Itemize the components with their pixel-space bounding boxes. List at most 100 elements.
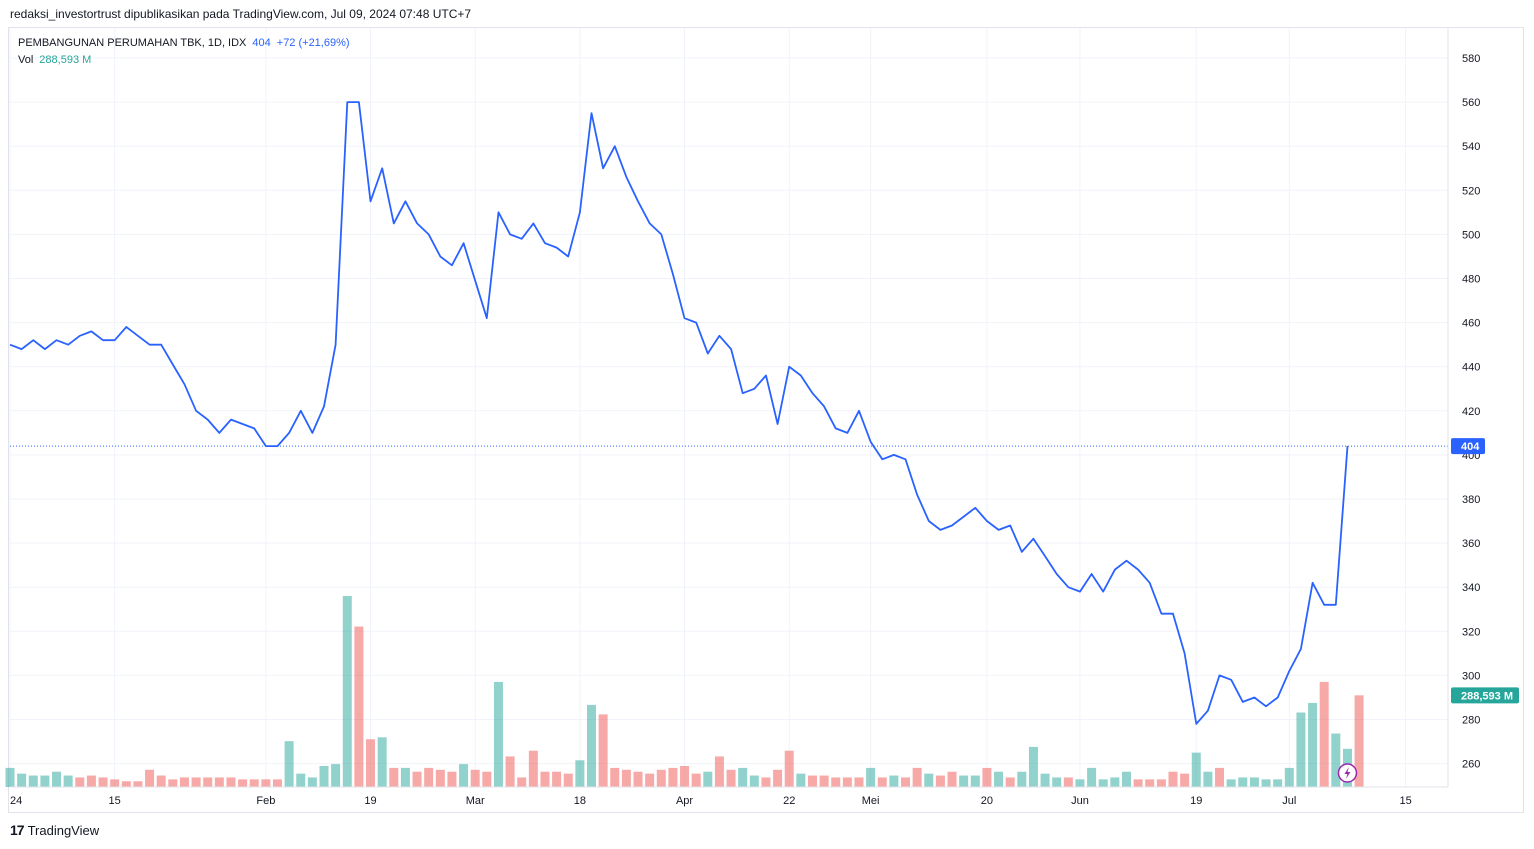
volume-bar xyxy=(1040,773,1050,787)
tradingview-logo-icon: 17 xyxy=(10,822,25,838)
last-volume-badge xyxy=(1451,687,1519,704)
volume-bar xyxy=(470,769,480,787)
brand-name: TradingView xyxy=(27,822,100,838)
bolt-icon xyxy=(1344,767,1351,779)
volume-bar xyxy=(1273,779,1283,787)
volume-bar xyxy=(761,777,771,787)
volume-bar xyxy=(459,764,469,787)
volume-bar xyxy=(540,771,550,787)
volume-bar xyxy=(191,777,201,787)
volume-bar xyxy=(1145,779,1155,787)
volume-bar xyxy=(133,781,143,787)
footer-brand[interactable]: 17 TradingView xyxy=(10,822,99,838)
time-tick-label: 20 xyxy=(981,795,993,807)
volume-bar xyxy=(1087,767,1097,787)
volume-bar xyxy=(226,777,236,787)
price-tick-label: 360 xyxy=(1462,538,1480,550)
volume-bar xyxy=(5,767,15,787)
volume-bar xyxy=(1110,777,1120,787)
last-volume-badge-label: 288,593 M xyxy=(1461,690,1513,702)
volume-bar xyxy=(52,771,62,787)
volume-bar xyxy=(447,771,457,787)
price-line-group xyxy=(9,101,1448,725)
volume-bar xyxy=(249,779,259,787)
time-tick-label: Apr xyxy=(676,795,693,807)
last-price: 404 xyxy=(252,37,271,49)
volume-bar xyxy=(1098,779,1108,787)
volume-bar xyxy=(970,775,980,787)
volume-bar xyxy=(284,741,294,787)
publish-info: redaksi_investortrust dipublikasikan pad… xyxy=(10,7,472,21)
volume-bar xyxy=(796,773,806,787)
volume-bar xyxy=(63,775,73,787)
volume-bar xyxy=(1308,702,1318,787)
volume-bar xyxy=(389,767,399,787)
volume-bar xyxy=(773,769,783,787)
time-axis: 24 15 Feb 19 Mar 18 Apr 22 Mei 20 Jun 19 Jul 15 xyxy=(10,786,1448,807)
price-tick-label: 300 xyxy=(1462,670,1480,682)
price-change: +72 (+21,69%) xyxy=(276,37,350,49)
volume-bar xyxy=(1249,777,1259,787)
volume-bar xyxy=(703,771,713,787)
price-tick-label: 380 xyxy=(1462,494,1480,506)
volume-bar xyxy=(680,765,690,787)
volume-bar xyxy=(121,781,131,787)
price-tick-label: 520 xyxy=(1462,185,1480,197)
price-tick-label: 280 xyxy=(1462,715,1480,727)
volume-bar xyxy=(889,775,899,787)
volume-bar xyxy=(656,769,666,787)
price-tick-label: 560 xyxy=(1462,97,1480,109)
grid xyxy=(9,28,1448,787)
chart-legend: PEMBANGUNAN PERUMAHAN TBK, 1D, IDX 404 +72… xyxy=(18,35,356,69)
price-tick-label: 500 xyxy=(1462,229,1480,241)
volume-bar xyxy=(587,704,596,787)
volume-bar xyxy=(1203,771,1213,787)
price-tick-label: 340 xyxy=(1462,582,1480,594)
volume-bar xyxy=(435,769,445,787)
price-axis: 5805605405205004804604404204003803603403… xyxy=(1447,28,1480,787)
axis-markers: 404 288,593 M xyxy=(1337,438,1519,783)
price-tick-label: 540 xyxy=(1462,141,1480,153)
volume-bar xyxy=(342,596,352,787)
volume-bar xyxy=(110,779,120,787)
volume-bar xyxy=(749,775,759,787)
symbol-title[interactable]: PEMBANGUNAN PERUMAHAN TBK, 1D, IDX xyxy=(18,37,247,49)
volume-bar xyxy=(610,767,620,787)
volume-bar xyxy=(819,775,829,787)
volume-bar xyxy=(1191,752,1201,787)
volume-bar xyxy=(633,771,643,787)
volume-bar xyxy=(668,767,678,787)
price-tick-label: 480 xyxy=(1462,274,1480,286)
volume-bar xyxy=(947,771,957,787)
price-line xyxy=(9,101,1349,725)
volume-bar xyxy=(1261,779,1271,787)
volume-bar xyxy=(1005,777,1015,787)
volume-value: 288,593 M xyxy=(39,54,92,66)
volume-bar xyxy=(842,777,852,787)
time-tick-label: Feb xyxy=(256,795,275,807)
volume-bar xyxy=(784,750,794,787)
volume-bar xyxy=(959,775,969,787)
volume-bar xyxy=(1331,733,1341,787)
volume-bar xyxy=(645,773,655,787)
price-tick-label: 440 xyxy=(1462,362,1480,374)
volume-bar xyxy=(1168,771,1178,787)
volume-bar xyxy=(400,767,410,787)
volume-bar xyxy=(924,773,934,787)
price-tick-label: 460 xyxy=(1462,318,1480,330)
volume-bar xyxy=(563,773,573,787)
volume-bar xyxy=(354,626,364,787)
time-tick-label: 24 xyxy=(10,795,22,807)
volume-bar xyxy=(726,769,736,787)
volume-bar xyxy=(272,779,282,787)
time-tick-label: 22 xyxy=(783,795,795,807)
volume-bar xyxy=(1238,777,1248,787)
volume-bar xyxy=(28,775,38,787)
volume-label[interactable]: Vol xyxy=(18,54,34,66)
volume-bar xyxy=(621,769,631,787)
volume-bar xyxy=(517,777,527,787)
time-tick-label: Mar xyxy=(466,795,485,807)
volume-bar xyxy=(296,773,306,787)
last-price-badge xyxy=(1451,438,1485,455)
